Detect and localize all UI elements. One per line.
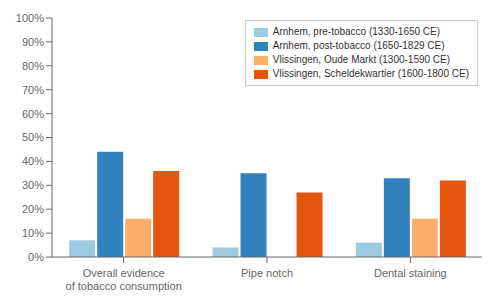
- svg-text:30%: 30%: [22, 179, 44, 191]
- svg-text:0%: 0%: [28, 251, 44, 263]
- svg-text:90%: 90%: [22, 36, 44, 48]
- html-text:Vlissingen, Scheldekwartier (1: Vlissingen, Scheldekwartier (1600-1800 C…: [272, 68, 469, 79]
- svg-text:60%: 60%: [22, 108, 44, 120]
- svg-text:50%: 50%: [22, 131, 44, 143]
- html-text:Arnhem, pre-tobacco (1330-1650: Arnhem, pre-tobacco (1330-1650 CE): [272, 26, 441, 37]
- svg-text:100%: 100%: [16, 12, 44, 24]
- svg-text:20%: 20%: [22, 203, 44, 215]
- html-text:Arnhem, post-tobacco (1650-182: Arnhem, post-tobacco (1650-1829 CE): [272, 40, 445, 51]
- svg-text:70%: 70%: [22, 84, 44, 96]
- svg-text:Dental staining: Dental staining: [374, 267, 447, 279]
- svg-text:10%: 10%: [22, 227, 44, 239]
- svg-text:Pipe notch: Pipe notch: [241, 267, 293, 279]
- svg-text:80%: 80%: [22, 60, 44, 72]
- svg-text:40%: 40%: [22, 155, 44, 167]
- html-text:Vlissingen, Oude Markt (1300-1: Vlissingen, Oude Markt (1300-1590 CE): [272, 54, 451, 65]
- svg-text:Overall evidenceof tobacco con: Overall evidenceof tobacco consumption: [66, 267, 182, 292]
